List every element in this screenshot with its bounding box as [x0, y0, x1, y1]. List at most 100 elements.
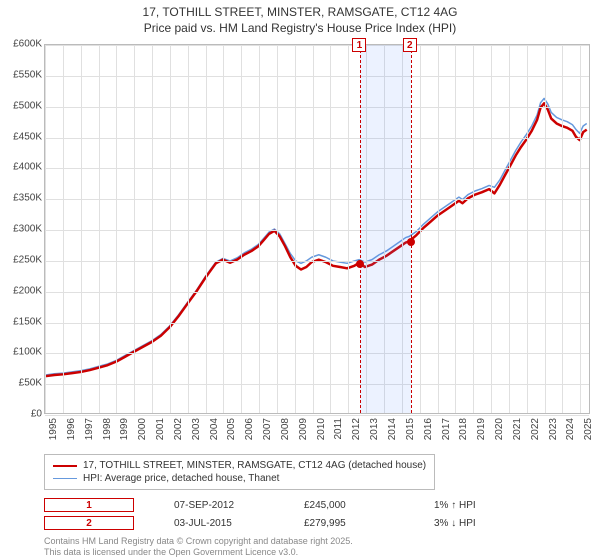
gridline-h — [45, 76, 589, 77]
legend-swatch — [53, 465, 77, 467]
marker-index-box: 2 — [403, 38, 417, 52]
title-line1: 17, TOTHILL STREET, MINSTER, RAMSGATE, C… — [143, 5, 458, 19]
y-axis-label: £450K — [2, 131, 42, 142]
y-axis-label: £50K — [2, 378, 42, 389]
row-index: 2 — [44, 516, 134, 530]
gridline-h — [45, 415, 589, 416]
x-axis-label: 2017 — [441, 418, 452, 440]
y-axis-label: £300K — [2, 224, 42, 235]
series-line-price_paid — [45, 103, 586, 376]
x-axis-label: 1999 — [119, 418, 130, 440]
marker-band — [360, 45, 410, 413]
gridline-h — [45, 261, 589, 262]
gridline-v — [206, 45, 207, 413]
gridline-v — [527, 45, 528, 413]
gridline-v — [277, 45, 278, 413]
row-hpi: 3% ↓ HPI — [434, 518, 524, 529]
x-axis-label: 2019 — [476, 418, 487, 440]
x-axis-label: 2012 — [351, 418, 362, 440]
row-date: 07-SEP-2012 — [174, 500, 264, 511]
gridline-v — [562, 45, 563, 413]
legend-label: HPI: Average price, detached house, Than… — [83, 473, 279, 484]
x-axis-label: 2005 — [226, 418, 237, 440]
gridline-v — [420, 45, 421, 413]
gridline-h — [45, 107, 589, 108]
gridline-v — [134, 45, 135, 413]
gridline-v — [188, 45, 189, 413]
gridline-v — [295, 45, 296, 413]
x-axis-label: 2004 — [209, 418, 220, 440]
y-axis-label: £400K — [2, 162, 42, 173]
data-row: 1 07-SEP-2012 £245,000 1% ↑ HPI — [44, 498, 524, 512]
x-axis-label: 1995 — [48, 418, 59, 440]
y-axis-label: £550K — [2, 69, 42, 80]
gridline-v — [491, 45, 492, 413]
marker-index-box: 1 — [352, 38, 366, 52]
gridline-v — [330, 45, 331, 413]
x-axis-label: 2010 — [316, 418, 327, 440]
gridline-v — [473, 45, 474, 413]
gridline-h — [45, 199, 589, 200]
y-axis-label: £350K — [2, 193, 42, 204]
x-axis-label: 2000 — [137, 418, 148, 440]
data-row: 2 03-JUL-2015 £279,995 3% ↓ HPI — [44, 516, 524, 530]
gridline-h — [45, 138, 589, 139]
x-axis-label: 2011 — [333, 418, 344, 440]
title-line2: Price paid vs. HM Land Registry's House … — [144, 21, 456, 35]
row-index: 1 — [44, 498, 134, 512]
gridline-v — [99, 45, 100, 413]
x-axis-label: 2002 — [173, 418, 184, 440]
x-axis-label: 2014 — [387, 418, 398, 440]
x-axis-label: 2015 — [405, 418, 416, 440]
marker-line — [411, 45, 412, 413]
gridline-h — [45, 168, 589, 169]
gridline-v — [509, 45, 510, 413]
x-axis-label: 2023 — [548, 418, 559, 440]
x-axis-label: 1998 — [102, 418, 113, 440]
sale-point — [407, 238, 415, 246]
gridline-v — [81, 45, 82, 413]
gridline-h — [45, 230, 589, 231]
y-axis-label: £100K — [2, 347, 42, 358]
chart-title: 17, TOTHILL STREET, MINSTER, RAMSGATE, C… — [0, 0, 600, 36]
y-axis-label: £600K — [2, 39, 42, 50]
y-axis-label: £500K — [2, 100, 42, 111]
x-axis-label: 2018 — [458, 418, 469, 440]
gridline-v — [313, 45, 314, 413]
gridline-v — [223, 45, 224, 413]
legend-item: HPI: Average price, detached house, Than… — [53, 472, 426, 485]
x-axis-label: 1996 — [66, 418, 77, 440]
gridline-v — [545, 45, 546, 413]
x-axis-label: 2016 — [423, 418, 434, 440]
x-axis-label: 2007 — [262, 418, 273, 440]
x-axis-label: 2024 — [565, 418, 576, 440]
y-axis-label: £200K — [2, 285, 42, 296]
x-axis-label: 2009 — [298, 418, 309, 440]
x-axis-label: 2025 — [583, 418, 594, 440]
gridline-h — [45, 323, 589, 324]
row-hpi: 1% ↑ HPI — [434, 500, 524, 511]
chart-lines — [45, 45, 589, 413]
footer-text: Contains HM Land Registry data © Crown c… — [44, 536, 353, 559]
row-date: 03-JUL-2015 — [174, 518, 264, 529]
gridline-h — [45, 384, 589, 385]
data-rows: 1 07-SEP-2012 £245,000 1% ↑ HPI 2 03-JUL… — [44, 498, 524, 534]
gridline-v — [455, 45, 456, 413]
gridline-v — [45, 45, 46, 413]
gridline-v — [438, 45, 439, 413]
row-price: £245,000 — [304, 500, 394, 511]
gridline-v — [241, 45, 242, 413]
series-line-hpi — [45, 98, 586, 375]
row-price: £279,995 — [304, 518, 394, 529]
x-axis-label: 2021 — [512, 418, 523, 440]
legend-swatch — [53, 478, 77, 479]
sale-point — [356, 260, 364, 268]
x-axis-label: 2001 — [155, 418, 166, 440]
y-axis-label: £150K — [2, 316, 42, 327]
x-axis-label: 2020 — [494, 418, 505, 440]
x-axis-label: 2008 — [280, 418, 291, 440]
gridline-h — [45, 353, 589, 354]
x-axis-label: 1997 — [84, 418, 95, 440]
gridline-h — [45, 292, 589, 293]
legend-item: 17, TOTHILL STREET, MINSTER, RAMSGATE, C… — [53, 459, 426, 472]
